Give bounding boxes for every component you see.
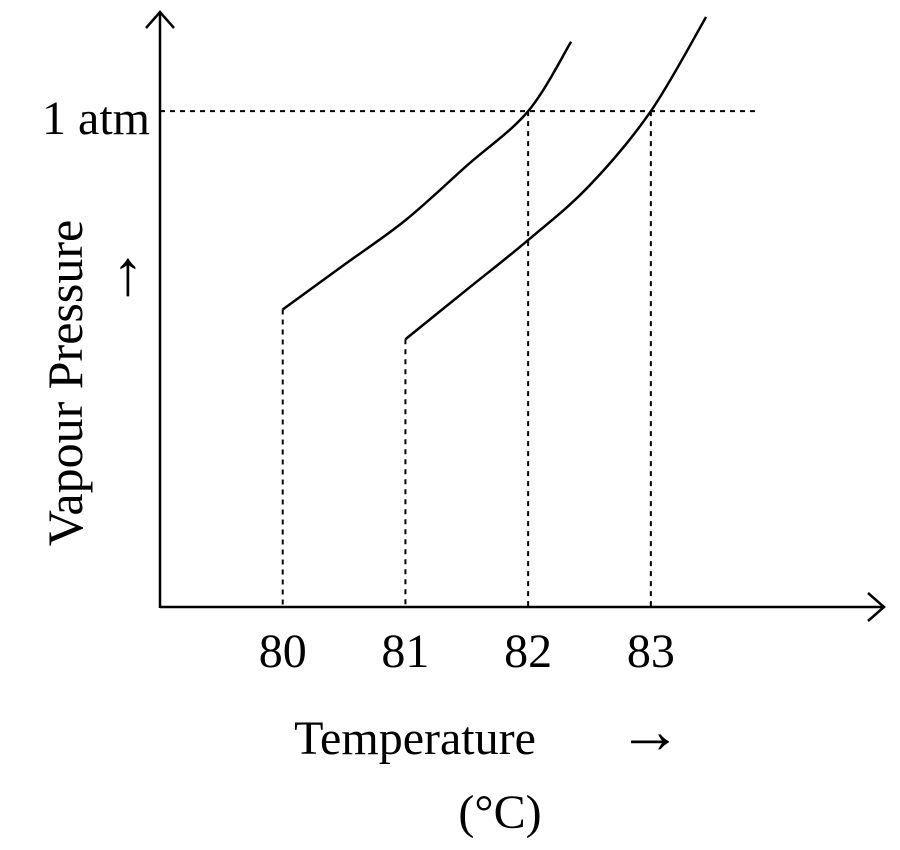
y-axis-arrow-icon: ↑	[112, 238, 144, 309]
curves	[281, 16, 708, 341]
x-axis-unit: (°C)	[458, 786, 541, 839]
vapour-pressure-curve-1	[281, 41, 573, 311]
vapour-pressure-curve-2	[404, 16, 708, 341]
x-tick-label: 81	[381, 625, 429, 678]
guide-lines	[160, 110, 756, 607]
x-tick-label: 83	[627, 625, 675, 678]
x-axis-label: Temperature	[294, 712, 536, 765]
x-axis-arrowhead-icon	[867, 592, 886, 622]
y-axis-label: Vapour Pressure	[37, 220, 93, 546]
x-tick-label: 80	[259, 625, 307, 678]
reference-label: 1 atm	[42, 92, 150, 145]
x-axis-arrow-icon: →	[618, 696, 682, 767]
y-axis-arrowhead-icon	[145, 10, 175, 29]
x-tick-label: 82	[504, 625, 552, 678]
x-tick-labels: 80 81 82 83	[259, 625, 675, 678]
axes	[145, 10, 886, 622]
